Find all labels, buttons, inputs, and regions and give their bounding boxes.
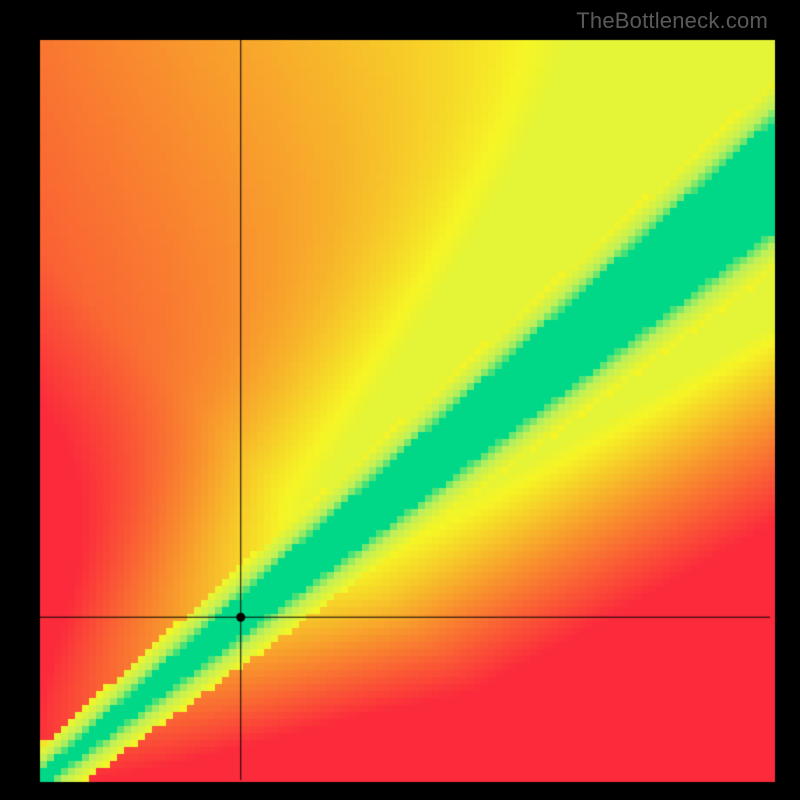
chart-container: TheBottleneck.com — [0, 0, 800, 800]
watermark-text: TheBottleneck.com — [576, 8, 768, 34]
bottleneck-heatmap — [0, 0, 800, 800]
